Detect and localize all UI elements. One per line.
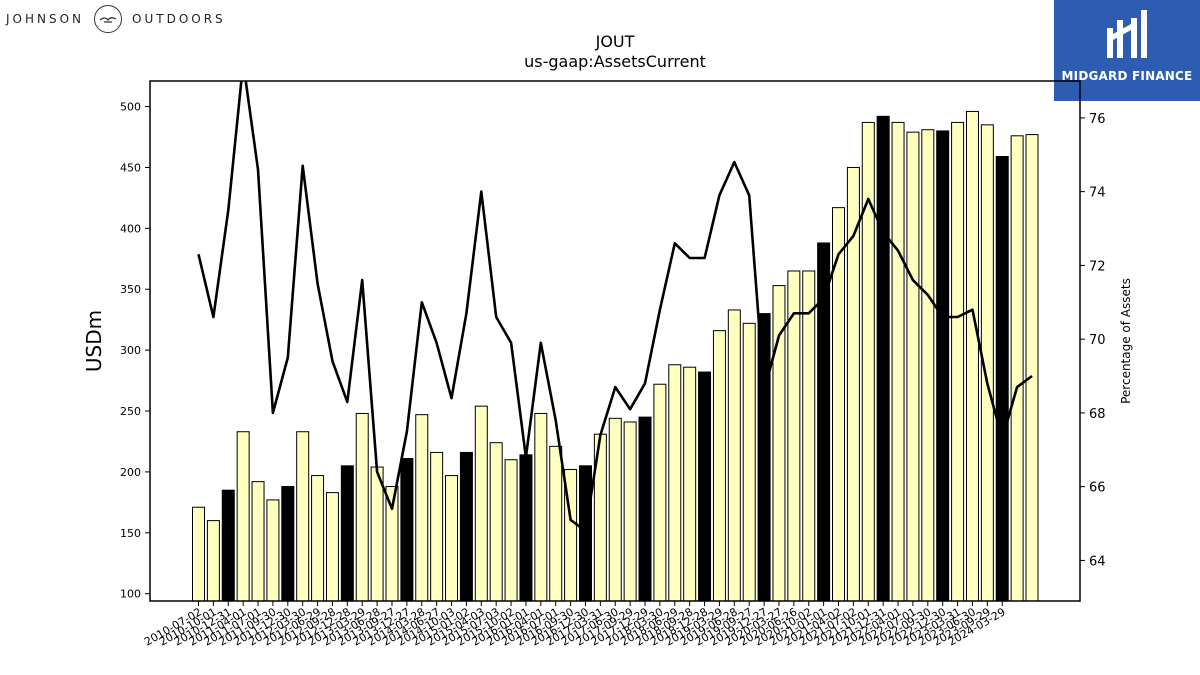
y-tick-label: 300 <box>120 344 141 357</box>
y2-tick-label: 66 <box>1089 481 1106 496</box>
bar <box>385 486 399 601</box>
bar <box>638 416 652 601</box>
bar <box>504 459 518 601</box>
bar <box>236 431 250 601</box>
bar <box>757 313 771 601</box>
bar <box>578 465 592 601</box>
bar <box>772 285 786 601</box>
bar <box>519 454 533 601</box>
y2-tick-label: 68 <box>1089 407 1106 422</box>
chart-title: JOUT <box>595 32 635 51</box>
bar <box>936 130 950 601</box>
bar <box>474 405 488 601</box>
bar <box>995 156 1009 601</box>
bar <box>787 270 801 601</box>
bar <box>891 121 905 601</box>
bar <box>206 520 220 601</box>
bar <box>251 481 265 601</box>
logo-word-right: OUTDOORS <box>132 12 226 26</box>
bar <box>742 322 756 601</box>
logo-word-left: JOHNSON <box>6 12 85 26</box>
bar <box>281 486 295 601</box>
y-tick-label: 450 <box>120 161 141 174</box>
bar <box>668 364 682 601</box>
midgard-finance-logo: MIDGARD FINANCE <box>1054 0 1200 101</box>
bar <box>683 366 697 601</box>
bar <box>549 445 563 601</box>
bar <box>370 466 384 601</box>
chart-subtitle: us-gaap:AssetsCurrent <box>524 52 706 71</box>
y2-tick-label: 72 <box>1089 259 1106 274</box>
bar <box>296 431 310 601</box>
bar <box>311 475 325 601</box>
y-tick-label: 350 <box>120 283 141 296</box>
midgard-mark-icon <box>1107 10 1147 58</box>
bar <box>430 451 444 601</box>
y-tick-label: 100 <box>120 588 141 601</box>
bar <box>221 489 235 601</box>
bar <box>415 414 429 601</box>
brand-name: MIDGARD FINANCE <box>1061 69 1193 83</box>
y2-tick-label: 74 <box>1089 186 1106 201</box>
bar <box>653 383 667 601</box>
bar <box>861 121 875 601</box>
bar <box>266 499 280 601</box>
bar <box>727 309 741 601</box>
bar <box>876 115 890 601</box>
y-axis-label: USDm <box>82 310 106 372</box>
y-tick-label: 200 <box>120 466 141 479</box>
bar <box>608 417 622 601</box>
bar <box>459 451 473 601</box>
y2-tick-label: 70 <box>1089 333 1106 348</box>
bar <box>1025 134 1039 601</box>
johnson-outdoors-logo: JOHNSON OUTDOORS <box>6 4 226 34</box>
bar <box>445 475 459 601</box>
bar <box>192 506 205 601</box>
y-tick-label: 150 <box>120 527 141 540</box>
bar <box>623 421 637 601</box>
y-tick-label: 250 <box>120 405 141 418</box>
bar <box>340 465 354 601</box>
percentage-line <box>197 81 1033 533</box>
bar <box>906 131 920 601</box>
bar <box>355 412 369 601</box>
bar <box>965 110 979 601</box>
bar <box>712 330 726 601</box>
bar <box>921 129 935 601</box>
bird-emblem-icon <box>94 5 123 33</box>
y2-axis-label: Percentage of Assets <box>1119 278 1133 404</box>
y-tick-label: 500 <box>120 101 141 114</box>
y2-tick-label: 64 <box>1089 554 1106 569</box>
y-tick-label: 400 <box>120 222 141 235</box>
bar <box>802 270 816 601</box>
bar <box>489 442 503 601</box>
bar <box>1010 135 1024 601</box>
bar <box>400 458 414 601</box>
bar <box>325 492 339 601</box>
bar <box>951 121 965 601</box>
bar <box>698 371 712 601</box>
y2-tick-label: 76 <box>1089 112 1106 127</box>
bar <box>534 412 548 601</box>
